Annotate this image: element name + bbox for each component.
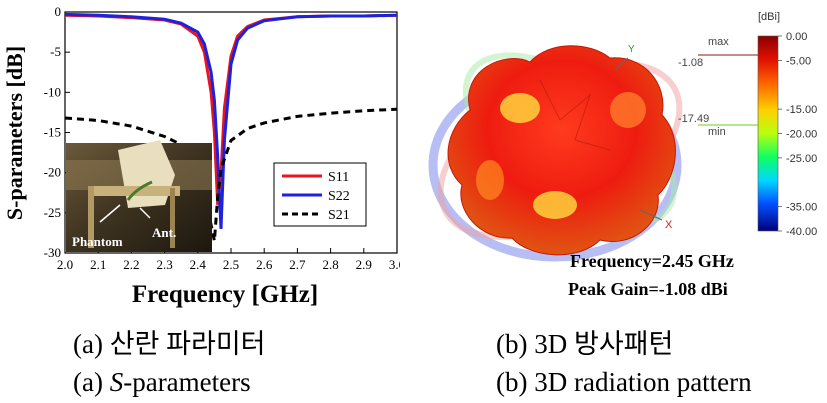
x-tick-label: 2.0 <box>57 257 73 272</box>
inset-label-ant: Ant. <box>152 225 176 240</box>
x-tick-label: 2.1 <box>90 257 106 272</box>
caption-a-prefix: (a) <box>73 367 110 397</box>
y-tick-label: 0 <box>55 4 62 19</box>
y-tick-label: -30 <box>44 245 61 260</box>
y-tick-label: -25 <box>44 205 61 220</box>
x-tick-label: 2.6 <box>256 257 273 272</box>
x-tick-label: 2.4 <box>190 257 207 272</box>
caption-b-korean: (b) 3D 방사패턴 <box>496 329 674 359</box>
x-tick-label: 2.7 <box>289 257 306 272</box>
y-tick-label: -5 <box>50 44 61 59</box>
colorbar: [dBi] 0.00 -5.00 -15.00 -20.00 -25.00 -35.00 -… <box>678 11 817 238</box>
y-axis-label: S-parameters [dB] <box>2 46 27 220</box>
radiation-pattern-panel: X Y [dBi] 0.00 -5.00 -15.00 -20.00 -25.00 -35… <box>428 11 817 299</box>
x-axis-marker: X <box>665 219 673 231</box>
colorbar-tick-label: -35.00 <box>786 202 817 214</box>
x-tick-label: 2.8 <box>322 257 338 272</box>
max-label: max <box>708 36 729 48</box>
inset-label-phantom: Phantom <box>72 234 123 249</box>
peak-gain-annotation: Peak Gain=-1.08 dBi <box>568 279 728 299</box>
radiation-pattern-3d: X Y <box>428 44 683 262</box>
min-value: -17.49 <box>678 113 709 125</box>
y-tick-label: -15 <box>44 125 61 140</box>
caption-a-suffix: -parameters <box>123 367 251 397</box>
frequency-annotation: Frequency=2.45 GHz <box>570 251 734 271</box>
colorbar-tick-label: -5.00 <box>786 55 811 67</box>
radiation-blob <box>447 45 676 256</box>
caption-a-korean: (a) 산란 파라미터 <box>73 329 266 359</box>
legend-label-s22: S22 <box>328 189 350 204</box>
x-axis-label: Frequency [GHz] <box>132 281 318 308</box>
x-tick-label: 2.2 <box>123 257 139 272</box>
y-axis-marker: Y <box>628 44 635 55</box>
legend-label-s21: S21 <box>328 208 350 223</box>
caption-a-italic: S <box>109 367 124 397</box>
colorbar-unit: [dBi] <box>758 11 780 23</box>
x-tick-label: 3.0 <box>389 257 400 272</box>
legend-label-s11: S11 <box>328 170 349 185</box>
inset-photo: Phantom Ant. <box>66 140 212 252</box>
colorbar-tick-label: -20.00 <box>786 129 817 141</box>
x-tick-label: 2.5 <box>223 257 239 272</box>
min-label: min <box>708 126 726 138</box>
colorbar-tick-label: -40.00 <box>786 226 817 238</box>
chart-legend: S11 S22 S21 <box>273 162 367 227</box>
max-value: -1.08 <box>678 57 703 69</box>
colorbar-tick-label: 0.00 <box>786 31 807 43</box>
series-line-s22 <box>65 12 397 229</box>
caption-a-english: (a) S-parameters <box>73 367 251 398</box>
y-tick-label: -10 <box>44 84 61 99</box>
s-parameter-chart: 0 -5 -10 -15 -20 -25 -30 2.0 2.1 2.2 2.3 2.4 2.5 2.6… <box>2 4 400 308</box>
caption-b-english: (b) 3D radiation pattern <box>496 367 752 397</box>
x-tick-label: 2.3 <box>156 257 172 272</box>
colorbar-tick-label: -15.00 <box>786 104 817 116</box>
series-line-s21 <box>65 107 397 242</box>
colorbar-tick-label: -25.00 <box>786 153 817 165</box>
x-tick-label: 2.9 <box>356 257 372 272</box>
y-tick-label: -20 <box>44 165 61 180</box>
